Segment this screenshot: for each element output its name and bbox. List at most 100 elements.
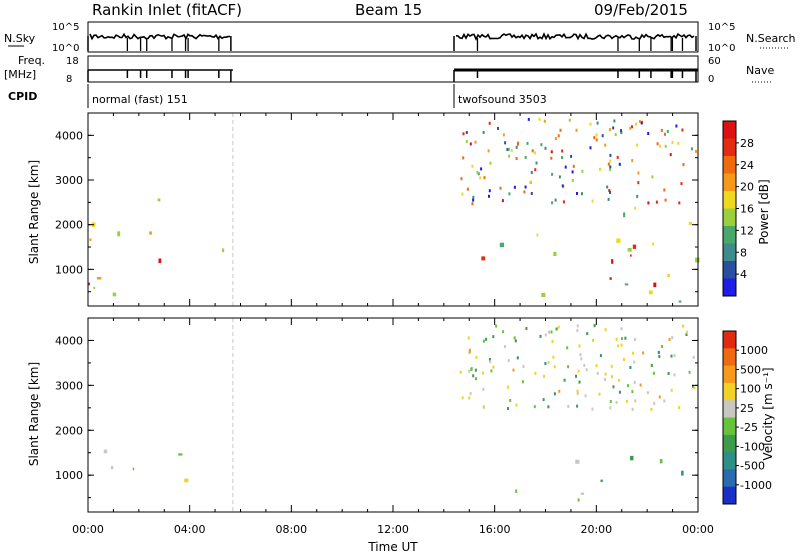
echo-cell [618,378,621,382]
y-tick-label: 4000 [55,334,83,347]
echo-cell [474,140,477,144]
echo-cell [502,133,505,137]
echo-cell [477,172,480,176]
echo-cell [589,146,592,150]
echo-cell [616,155,619,159]
echo-cell [691,147,693,151]
y-tick-label: 1000 [55,263,83,276]
echo-cell [479,176,482,180]
echo-cell [591,407,594,411]
echo-cell [616,238,621,243]
echo-cell [534,371,537,375]
echo-cell [482,131,485,134]
echo-cell [658,395,661,399]
echo-cell [608,189,611,192]
echo-cell [576,192,578,195]
colorbar-tick-label: 24 [740,159,754,172]
velocity-panel: Slant Range [km] 1000 2000 3000 4000 1000 50… [27,317,775,513]
velocity-yticks: 1000 2000 3000 4000 [55,334,698,499]
echo-cell [554,137,557,140]
echo-cell [571,178,574,182]
echo-cell [499,186,502,190]
echo-cell [538,117,541,121]
echo-cell [651,175,654,179]
echo-cell [631,125,633,129]
echo-cell [667,372,670,375]
colorbar-swatch [723,400,736,418]
echo-cell [504,141,507,145]
y-tick-label: 1000 [55,469,83,482]
y-tick-label: 2000 [55,424,83,437]
colorbar-swatch [723,348,736,367]
echo-cell [575,374,577,378]
echo-cell [681,128,684,132]
echo-cell [561,156,563,160]
echo-cell [682,324,685,328]
echo-cell [506,385,509,389]
echo-cell [600,479,603,482]
echo-cell [608,128,611,132]
echo-cell [617,344,620,348]
echo-cell [609,165,612,169]
echo-cell [566,346,569,350]
echo-cell [561,184,564,188]
echo-cell [515,145,518,149]
echo-cell [581,192,583,196]
echo-cell [475,377,477,381]
velocity-echoes [103,318,696,512]
echo-cell [465,131,468,134]
nave-tick-bottom: 0 [708,74,714,85]
echo-cell [522,380,524,384]
echo-cell [652,371,655,375]
echo-cell [548,330,550,334]
echo-cell [671,336,674,340]
echo-cell [633,360,636,364]
echo-cell [550,156,553,160]
echo-cell [650,363,653,367]
echo-cell [583,363,586,367]
colorbar-swatch [723,191,736,209]
freq-label: Freq. [18,54,45,67]
echo-cell [529,180,532,184]
echo-cell [510,148,513,152]
echo-cell [572,164,575,168]
echo-cell [678,406,681,410]
power-colorbar: 28 24 20 16 12 8 4 [722,120,754,297]
echo-cell [517,141,520,145]
echo-cell [692,384,694,388]
echo-cell [620,343,623,347]
echo-cell [533,405,536,409]
echo-cell [612,126,615,130]
colorbar-swatch [723,382,736,401]
echo-cell [461,192,464,196]
echo-cell [615,400,618,404]
echo-cell [526,141,529,145]
echo-cell [668,337,671,341]
echo-cell [508,154,511,158]
velocity-colorbar-label: Velocity [m s⁻¹] [761,367,775,460]
colorbar-swatch [723,121,736,139]
echo-cell [552,355,555,359]
echo-cell [489,161,492,165]
time-tick-label: 00:00 [682,523,714,536]
echo-cell [578,380,581,384]
echo-cell [563,378,566,382]
echo-cell [578,344,581,348]
echo-cell [618,162,621,166]
echo-cell [618,390,621,394]
freq-tick-top: 18 [66,56,79,67]
echo-cell [474,368,477,372]
echo-cell [514,339,517,343]
echo-cell [462,132,465,136]
nsky-tick-bottom: 10^0 [52,43,79,54]
y-tick-label: 3000 [55,174,83,187]
echo-cell [678,300,682,303]
echo-cell [476,171,479,174]
echo-cell [501,199,504,203]
echo-cell [631,159,634,162]
echo-cell [489,360,492,364]
echo-cell [609,400,612,403]
echo-cell [634,338,637,341]
colorbar-swatch [723,452,736,470]
echo-cell [664,132,666,136]
